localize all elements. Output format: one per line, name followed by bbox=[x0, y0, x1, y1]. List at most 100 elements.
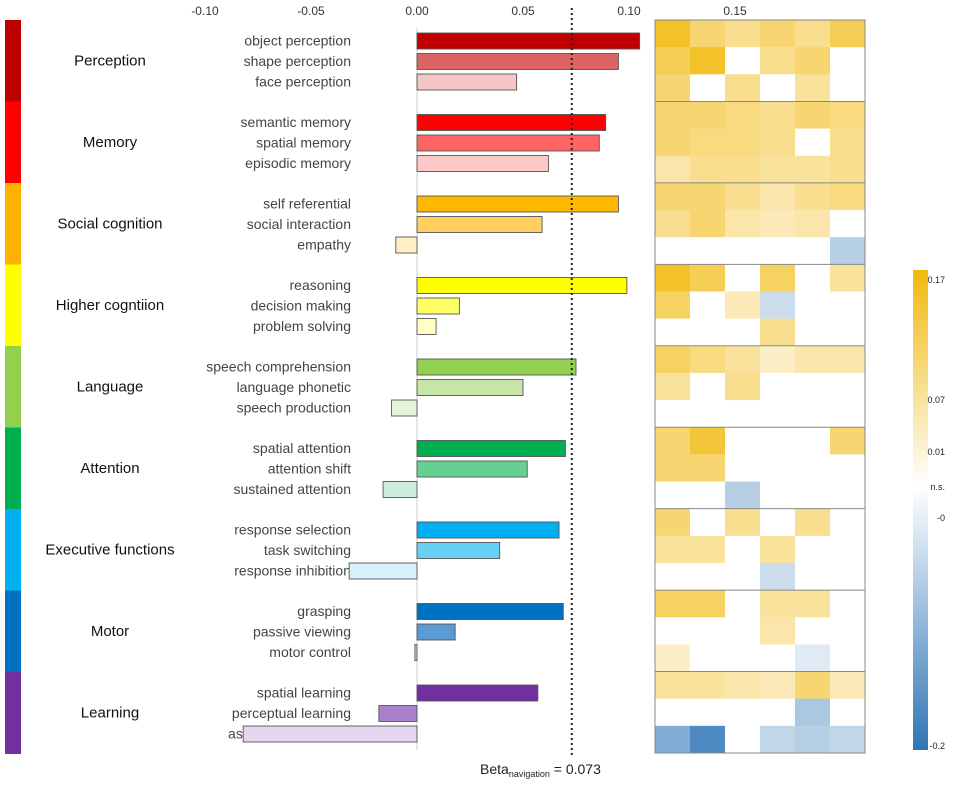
heatmap-cell bbox=[690, 400, 726, 428]
task-label: speech production bbox=[237, 400, 351, 416]
task-label: task switching bbox=[264, 542, 351, 558]
bar bbox=[416, 684, 539, 702]
reference-label-sub: navigation bbox=[509, 769, 550, 779]
heatmap-cell bbox=[725, 617, 761, 645]
heatmap-cell bbox=[725, 590, 761, 618]
heatmap-cell bbox=[795, 20, 831, 48]
colorbar-tick-label: 0.01 bbox=[927, 447, 945, 457]
task-label: empathy bbox=[297, 237, 351, 253]
x-tick-label: 0.10 bbox=[617, 4, 641, 18]
heatmap-cell bbox=[725, 210, 761, 238]
heatmap-cell bbox=[655, 698, 691, 727]
heatmap-cell bbox=[760, 101, 796, 129]
heatmap-cell bbox=[830, 345, 866, 374]
heatmap-cell bbox=[655, 128, 691, 157]
bar bbox=[414, 644, 418, 661]
heatmap-cell bbox=[725, 400, 761, 428]
heatmap-cell bbox=[655, 400, 691, 428]
task-label: spatial learning bbox=[257, 685, 351, 701]
heatmap-cell bbox=[760, 454, 796, 482]
colorbar-tick-label: 0.07 bbox=[927, 395, 945, 405]
heatmap-cell bbox=[690, 291, 726, 319]
domain-label: Attention bbox=[80, 460, 139, 477]
heatmap-cell bbox=[795, 182, 831, 211]
heatmap-cell bbox=[760, 20, 796, 48]
bar bbox=[416, 114, 607, 131]
heatmap-cell bbox=[795, 264, 831, 292]
bar bbox=[416, 195, 619, 213]
heatmap-cell bbox=[655, 590, 691, 618]
task-label: spatial attention bbox=[253, 440, 351, 456]
domain-label: Higher cogntiion bbox=[56, 297, 164, 314]
heatmap-cell bbox=[830, 155, 866, 184]
heatmap-cell bbox=[725, 345, 761, 374]
domain-label: Executive functions bbox=[45, 542, 174, 559]
domain-label: Motor bbox=[91, 623, 129, 640]
heatmap-cell bbox=[725, 481, 761, 509]
heatmap-cell bbox=[725, 454, 761, 482]
heatmap-cell bbox=[830, 562, 866, 591]
heatmap-cell bbox=[760, 427, 796, 455]
heatmap-cell bbox=[725, 671, 761, 700]
colorbar-tick-label: -0.2 bbox=[929, 741, 945, 751]
x-tick-label: 0.05 bbox=[511, 4, 535, 18]
heatmap-cell bbox=[690, 617, 726, 645]
heatmap-cell bbox=[760, 590, 796, 618]
bar bbox=[378, 705, 418, 722]
colorbar-tick-label: 0.17 bbox=[927, 275, 945, 285]
x-tick-label: 0.15 bbox=[723, 4, 747, 18]
heatmap-cell bbox=[830, 237, 866, 265]
task-label: perceptual learning bbox=[232, 705, 351, 721]
task-label: semantic memory bbox=[241, 114, 351, 130]
task-label: problem solving bbox=[253, 318, 351, 334]
heatmap-cell bbox=[655, 644, 691, 672]
heatmap-cell bbox=[795, 345, 831, 374]
x-tick-label: -0.05 bbox=[297, 4, 325, 18]
bar bbox=[416, 216, 543, 233]
heatmap-cell bbox=[795, 725, 831, 754]
heatmap-cell bbox=[655, 182, 691, 211]
heatmap-cell bbox=[760, 47, 796, 75]
heatmap-cell bbox=[690, 155, 726, 184]
bar bbox=[242, 725, 418, 743]
heatmap-cell bbox=[655, 535, 691, 564]
heatmap-cell bbox=[830, 671, 866, 700]
heatmap-cell bbox=[690, 264, 726, 292]
heatmap-cell bbox=[690, 481, 726, 509]
heatmap-cell bbox=[830, 372, 866, 401]
heatmap-cell bbox=[655, 617, 691, 645]
heatmap-cell bbox=[830, 47, 866, 75]
task-label: spatial memory bbox=[256, 135, 351, 151]
heatmap-cell bbox=[760, 535, 796, 564]
heatmap-cell bbox=[690, 74, 726, 102]
bar bbox=[416, 318, 437, 335]
colorbar-negative bbox=[913, 487, 928, 750]
domain-color-strip bbox=[5, 427, 21, 510]
heatmap-cell bbox=[795, 291, 831, 319]
heatmap-cell bbox=[830, 698, 866, 727]
bar bbox=[416, 521, 560, 539]
task-label: social interaction bbox=[247, 216, 351, 232]
bar bbox=[416, 277, 628, 294]
heatmap-cell bbox=[760, 345, 796, 374]
heatmap-cell bbox=[795, 372, 831, 401]
task-label: self referential bbox=[263, 196, 351, 212]
heatmap-cell bbox=[655, 264, 691, 292]
heatmap-cell bbox=[760, 400, 796, 428]
reference-label: Betanavigation = 0.073 bbox=[480, 761, 601, 779]
heatmap-cell bbox=[830, 318, 866, 347]
domain-label: Learning bbox=[81, 705, 139, 722]
heatmap-cell bbox=[690, 725, 726, 754]
bar bbox=[416, 440, 566, 457]
heatmap-cell bbox=[690, 47, 726, 75]
heatmap-cell bbox=[795, 644, 831, 672]
heatmap-cell bbox=[690, 671, 726, 700]
heatmap-cell bbox=[830, 101, 866, 129]
heatmap-cell bbox=[725, 237, 761, 265]
heatmap-cell bbox=[655, 372, 691, 401]
heatmap-cell bbox=[725, 74, 761, 102]
bar bbox=[416, 623, 456, 641]
heatmap-cell bbox=[760, 264, 796, 292]
heatmap-cell bbox=[795, 47, 831, 75]
heatmap-cell bbox=[690, 128, 726, 157]
